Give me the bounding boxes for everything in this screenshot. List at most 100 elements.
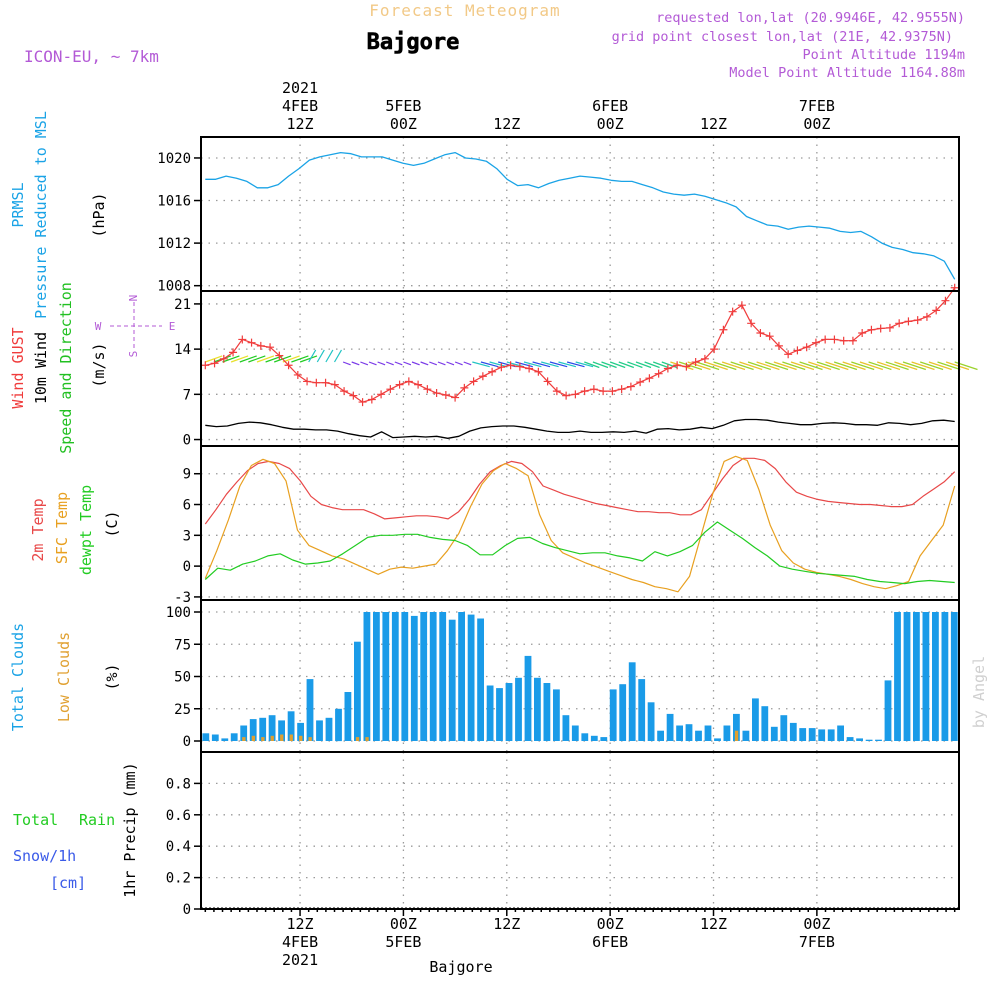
model-label: ICON-EU, ~ 7km [24,47,159,66]
rain-label: Rain [79,811,115,829]
panel-frame [200,751,960,910]
wind-gust-marker [737,301,746,310]
requested-coords: requested lon,lat (20.9946E, 42.9555N) [656,10,965,26]
wind-gust-marker [515,362,524,371]
time-axis-label: 12Z [287,915,314,933]
total-cloud-bar [230,733,238,741]
wind-gust-marker [839,336,848,345]
clouds-ytick-label: 50 [174,670,191,686]
wind-gust-marker [423,385,432,394]
total-cloud-bar [344,692,352,741]
time-axis-label: 00Z [597,115,624,133]
total-cloud-bar [856,738,863,741]
compass-east: E [169,320,176,333]
low-cloud-bar [355,737,360,741]
temp2m-label: 2m Temp [29,498,47,561]
total-cloud-bar [875,739,882,741]
total-cloud-bar [600,737,608,741]
precip-ytick-label: 0.2 [166,871,191,887]
total-cloud-bar [733,713,740,741]
pressure-msl-label: Pressure Reduced to MSL [32,111,50,319]
time-axis-label: 00Z [803,115,830,133]
total-cloud-bar [865,739,873,741]
wind-gust-marker [552,387,561,396]
wind-gust-marker [821,335,830,344]
wind-gust-marker [451,393,460,402]
temp-ytick-label: 6 [183,498,191,514]
wind-direction-arrow [877,361,901,371]
pressure-ytick-label: 1016 [157,194,191,210]
wind-gust-marker [358,398,367,407]
wind-gust-marker [469,377,478,386]
total-clouds-label: Total Clouds [9,623,27,731]
low-cloud-bar [261,737,265,741]
total-cloud-bar [685,724,693,741]
snow-label: Snow/1h [13,847,76,865]
product-title: Forecast Meteogram [369,1,560,20]
wind-direction-arrow [239,355,257,363]
total-cloud-bar [306,679,314,741]
total-cloud-bar [941,612,949,741]
wind-gust-marker [340,387,349,396]
wind-gust-marker [617,385,626,394]
wind-direction-arrow [368,361,377,366]
wind-gust-marker [867,325,876,334]
total-cloud-bar [420,612,428,741]
total-cloud-bar [278,720,285,741]
wind-gust-marker [858,328,867,337]
wind-gust-marker [645,374,654,383]
wind-gust-marker [747,319,756,328]
wind-direction-arrow [394,361,403,366]
total-cloud-bar [562,715,570,741]
wind-gust-marker [793,346,802,355]
clouds-ytick-label: 100 [166,605,191,621]
wind-direction-arrow [808,361,832,371]
total-cloud-bar [354,641,361,741]
wind-gust-marker [700,354,709,363]
total-cloud-bar [524,655,532,741]
wind-direction-arrow [205,355,223,363]
total-cloud-bar [657,730,664,741]
total-cloud-bar [373,612,380,741]
dewpt-temp-line [204,521,955,585]
wind-direction-arrow [696,361,720,371]
wind-gust-marker [580,387,589,396]
wind-unit: (m/s) [90,342,108,387]
wind-gust-marker [312,378,321,387]
total-cloud-bar [543,683,551,741]
wind-direction-arrow [739,361,763,371]
wind-gust-marker [525,364,534,373]
total-cloud-bar [202,733,210,741]
total-label: Total [13,811,58,829]
wind-direction-arrow [333,349,343,363]
wind-direction-arrow [403,361,412,366]
wind-gust-marker [876,324,885,333]
sfc-temp-line [204,455,956,593]
wind-gust-marker [386,385,395,394]
wind-gust-marker [608,387,617,396]
wind-gust-marker [543,377,552,386]
total-cloud-bar [950,612,958,741]
wind-direction-arrow [816,361,840,371]
sfc-temp-label: SFC Temp [53,492,71,564]
total-cloud-bar [913,612,920,741]
wind-direction-arrow [480,361,499,368]
wind-direction-arrow [429,361,438,366]
precip-labels: Total Rain Snow/1h [cm] 1hr Precip (mm) [13,762,139,897]
total-cloud-bar [335,708,342,742]
wind-gust-marker [330,380,339,389]
wind-direction-arrow [859,361,883,371]
compass-north: N [127,295,140,302]
time-axis-label: 7FEB [799,97,835,115]
wind-gust-marker [904,317,913,326]
compass-south: S [127,351,140,358]
wind-gust-marker [210,359,219,368]
wind-gust-marker [765,332,774,341]
wind-direction-arrow [489,361,508,368]
wind-gust-marker [275,351,284,360]
total-cloud-bar [221,738,229,741]
grid-point-coords: grid point closest lon,lat (21E, 42.9375… [612,29,953,45]
wind-gust-marker [349,391,358,400]
wind-direction-arrow [937,361,961,371]
